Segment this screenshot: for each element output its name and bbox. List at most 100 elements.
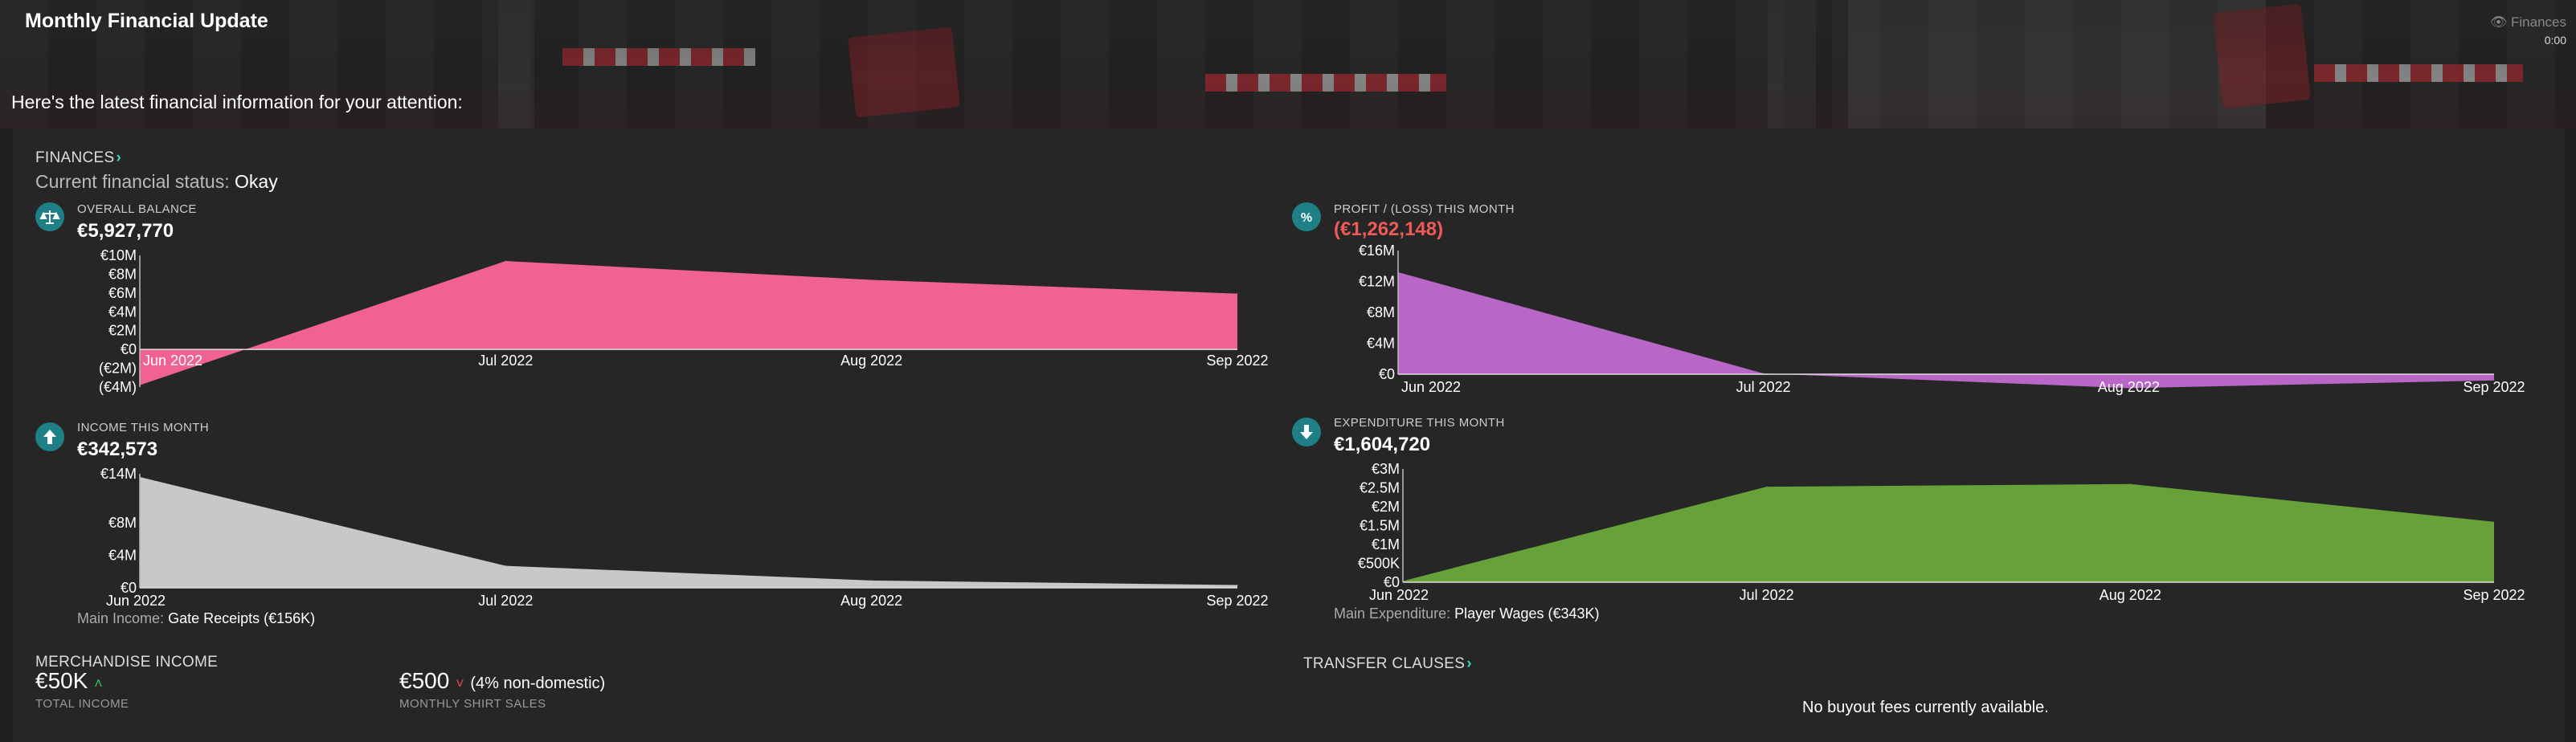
finances-panel	[13, 128, 2565, 742]
balance-y-tick-label: €6M	[108, 285, 137, 301]
income-x-tick-label: Jun 2022	[106, 593, 166, 609]
trend-up-icon: ˄	[94, 675, 103, 691]
finances-link[interactable]: FINANCES ›	[35, 149, 121, 167]
arrow-down-icon	[1292, 418, 1321, 446]
expenditure-area	[1403, 483, 2494, 582]
balance-caption: OVERALL BALANCE	[77, 202, 197, 216]
expenditure-y-tick-label: €1.5M	[1360, 518, 1400, 534]
header-banner	[0, 0, 2576, 128]
expenditure-y-tick-label: €2M	[1372, 499, 1400, 515]
balance-area	[140, 261, 1237, 385]
corner-time: 0:00	[2544, 34, 2566, 47]
profit-x-tick-label: Aug 2022	[2098, 379, 2160, 395]
balance-y-tick-label: (€4M)	[99, 379, 137, 395]
shirt-sales-value: €500	[399, 668, 450, 693]
main-expenditure-value: Player Wages (€343K)	[1454, 605, 1600, 622]
main-income-label: Main Income:	[77, 610, 165, 626]
income-caption: INCOME THIS MONTH	[77, 421, 210, 434]
profit-value: (€1,262,148)	[1334, 218, 1444, 240]
corner-label: Finances	[2511, 14, 2566, 30]
status-value: Okay	[235, 171, 278, 192]
expenditure-point	[2493, 521, 2495, 523]
percent-icon: %	[1292, 202, 1321, 231]
eye-icon: 👁	[2489, 14, 2508, 30]
main-expenditure-note: Main Expenditure: Player Wages (€343K)	[1334, 605, 1600, 622]
profit-y-tick-label: €8M	[1367, 304, 1395, 320]
merch-total-caption: TOTAL INCOME	[35, 697, 129, 711]
profit-y-tick-label: €16M	[1359, 243, 1395, 259]
balance-y-tick-label: €4M	[108, 304, 137, 320]
income-point	[871, 580, 873, 581]
balance-chart: €10M €8M €6M €4M €2M €0 (€2M) (€4M) Jun 2022 Jul …	[99, 247, 1269, 395]
shirt-sales-caption: MONTHLY SHIRT SALES	[399, 697, 546, 711]
profit-caption: PROFIT / (LOSS) THIS MONTH	[1334, 202, 1515, 216]
expenditure-x-tick-label: Sep 2022	[2463, 587, 2525, 603]
balance-y-tick-label: €10M	[100, 247, 137, 263]
profit-point	[2128, 387, 2129, 389]
svg-text:%: %	[1301, 211, 1312, 225]
main-income-value: Gate Receipts (€156K)	[168, 610, 316, 626]
profit-y-tick-label: €0	[1379, 366, 1395, 382]
profit-chart: €16M €12M €8M €4M €0 Jun 2022 Jul 2022 Aug 2022…	[1359, 243, 2525, 395]
corner-info[interactable]: 👁 Finances 0:00	[2490, 14, 2566, 47]
income-y-tick-label: €0	[121, 580, 137, 596]
income-x-tick-label: Sep 2022	[1206, 593, 1268, 609]
expenditure-x-tick-label: Jul 2022	[1740, 587, 1794, 603]
status-label: Current financial status:	[35, 171, 230, 192]
chevron-right-icon: ›	[116, 149, 122, 166]
income-value: €342,573	[77, 438, 158, 460]
transfer-clauses-link[interactable]: TRANSFER CLAUSES ›	[1303, 655, 1472, 673]
shirt-sales-note: (4% non-domestic)	[470, 675, 606, 692]
scales-icon	[35, 202, 64, 231]
financial-status: Current financial status: Okay	[35, 171, 278, 193]
expenditure-y-tick-label: €500K	[1358, 556, 1400, 572]
expenditure-y-tick-label: €2.5M	[1360, 480, 1400, 496]
profit-x-tick-label: Sep 2022	[2463, 379, 2525, 395]
expenditure-x-tick-label: Aug 2022	[2100, 587, 2161, 603]
balance-point	[871, 279, 873, 280]
balance-point	[1237, 293, 1238, 295]
banner-shade	[0, 0, 2576, 128]
profit-x-tick-label: Jul 2022	[1736, 379, 1791, 395]
chevron-right-icon: ›	[1466, 655, 1472, 672]
merch-total-value: €50K	[35, 668, 88, 693]
expenditure-y-tick-label: €1M	[1372, 536, 1400, 552]
merchandise-income-heading: MERCHANDISE INCOME	[35, 654, 219, 671]
income-x-tick-label: Jul 2022	[478, 593, 533, 609]
expenditure-value: €1,604,720	[1334, 434, 1431, 455]
expenditure-y-tick-label: €3M	[1372, 461, 1400, 477]
profit-x-tick-label: Jun 2022	[1401, 379, 1461, 395]
income-y-tick-label: €8M	[108, 515, 137, 531]
income-area	[140, 477, 1237, 588]
profit-point	[2493, 380, 2495, 381]
profit-y-tick-label: €12M	[1359, 274, 1395, 290]
expenditure-point	[2129, 483, 2131, 485]
profit-y-tick-label: €4M	[1367, 336, 1395, 352]
balance-x-tick-label: Jul 2022	[478, 353, 533, 369]
transfer-clauses-label: TRANSFER CLAUSES	[1303, 655, 1466, 672]
main-income-note: Main Income: Gate Receipts (€156K)	[77, 610, 315, 627]
shirt-sales: €500 ˅ (4% non-domestic)	[399, 668, 605, 694]
balance-y-tick-label: €0	[121, 341, 137, 357]
balance-value: €5,927,770	[77, 220, 174, 242]
income-point	[505, 565, 506, 567]
arrow-up-icon	[35, 422, 64, 451]
balance-x-tick-label: Jun 2022	[143, 353, 202, 369]
expenditure-caption: EXPENDITURE THIS MONTH	[1334, 416, 1505, 430]
trend-down-icon: ˅	[456, 675, 464, 691]
merch-total: €50K ˄	[35, 668, 103, 694]
balance-x-tick-label: Sep 2022	[1206, 353, 1268, 369]
income-y-tick-label: €14M	[100, 466, 137, 482]
income-y-tick-label: €4M	[108, 547, 137, 563]
expenditure-y-tick-label: €0	[1384, 574, 1400, 590]
income-x-tick-label: Aug 2022	[840, 593, 902, 609]
intro-text: Here's the latest financial information …	[11, 92, 463, 112]
balance-x-tick-label: Aug 2022	[840, 353, 902, 369]
page-title: Monthly Financial Update	[25, 10, 268, 32]
balance-y-tick-label: €2M	[108, 323, 137, 339]
no-buyout-message: No buyout fees currently available.	[1802, 699, 2049, 716]
balance-y-tick-label: €8M	[108, 266, 137, 282]
balance-point	[505, 260, 506, 262]
